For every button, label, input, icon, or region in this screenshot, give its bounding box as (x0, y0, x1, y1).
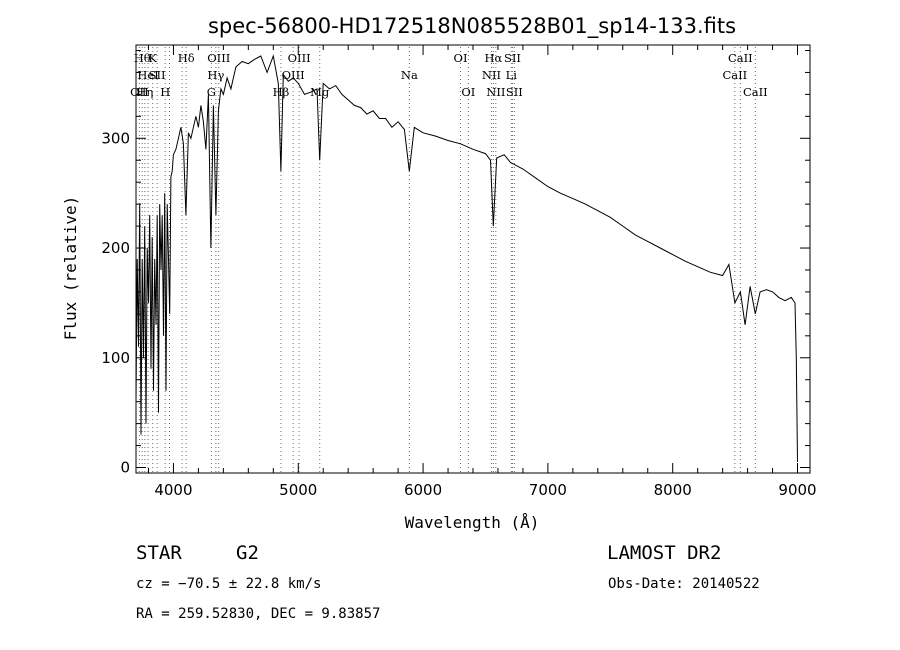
line-label: Hβ (273, 85, 290, 99)
x-tick-label: 6000 (404, 481, 442, 499)
line-label: K (148, 51, 157, 65)
spectral-line-markers (138, 47, 756, 472)
line-label: Na (401, 68, 418, 82)
y-tick-label: 300 (101, 129, 130, 147)
x-axis-label: Wavelength (Å) (405, 513, 540, 532)
line-label: Hγ (207, 68, 224, 82)
line-label: Hα (484, 51, 502, 65)
line-label: SII (506, 85, 523, 99)
x-tick-label: 7000 (529, 481, 567, 499)
line-label: G (207, 85, 216, 99)
x-tick-label: 8000 (654, 481, 692, 499)
y-tick-label: 100 (101, 349, 130, 367)
line-label: Hδ (178, 51, 195, 65)
line-label: Hθ (134, 51, 151, 65)
object-class: STAR (136, 542, 182, 564)
plot-frame (135, 44, 811, 474)
line-label: SII (504, 51, 521, 65)
line-label: NII (482, 68, 501, 82)
chart-title: spec-56800-HD172518N085528B01_sp14-133.f… (208, 14, 736, 39)
sky-coordinates: RA = 259.52830, DEC = 9.83857 (136, 606, 381, 622)
line-label: OIII (282, 68, 305, 82)
axis-ticks: 4000 5000 6000 7000 8000 9000 0 100 200 300 (101, 45, 817, 499)
redshift-velocity: cz = −70.5 ± 22.8 km/s (136, 576, 322, 592)
line-label: OII (130, 85, 149, 99)
y-tick-label: 0 (120, 459, 130, 477)
line-label: HeI (137, 68, 158, 82)
line-label: H (160, 85, 170, 99)
x-tick-label: 5000 (279, 481, 317, 499)
line-label: Li (506, 68, 518, 82)
line-label: OIII (288, 51, 311, 65)
line-label: CaII (722, 68, 747, 82)
line-label: CaII (728, 51, 753, 65)
observation-date: Obs-Date: 20140522 (608, 576, 760, 592)
spectral-line-labels: OII Hθ Hη HeI K SII H Hδ G Hγ OIII Hβ OIII OIII Mg Na OI… (130, 51, 768, 99)
y-axis-label: Flux (relative) (61, 196, 80, 341)
line-label: OI (461, 85, 475, 99)
line-label: Mg (310, 85, 330, 99)
line-label: OIII (207, 51, 230, 65)
y-tick-label: 200 (101, 239, 130, 257)
x-tick-label: 4000 (154, 481, 192, 499)
line-label: SII (149, 68, 166, 82)
survey-name: LAMOST DR2 (607, 542, 722, 564)
object-subclass: G2 (236, 542, 259, 564)
x-tick-label: 9000 (778, 481, 816, 499)
line-label: Hη (136, 85, 153, 99)
line-label: OI (454, 51, 468, 65)
line-label: CaII (743, 85, 768, 99)
line-label: NII (486, 85, 505, 99)
spectrum-line (135, 54, 798, 463)
